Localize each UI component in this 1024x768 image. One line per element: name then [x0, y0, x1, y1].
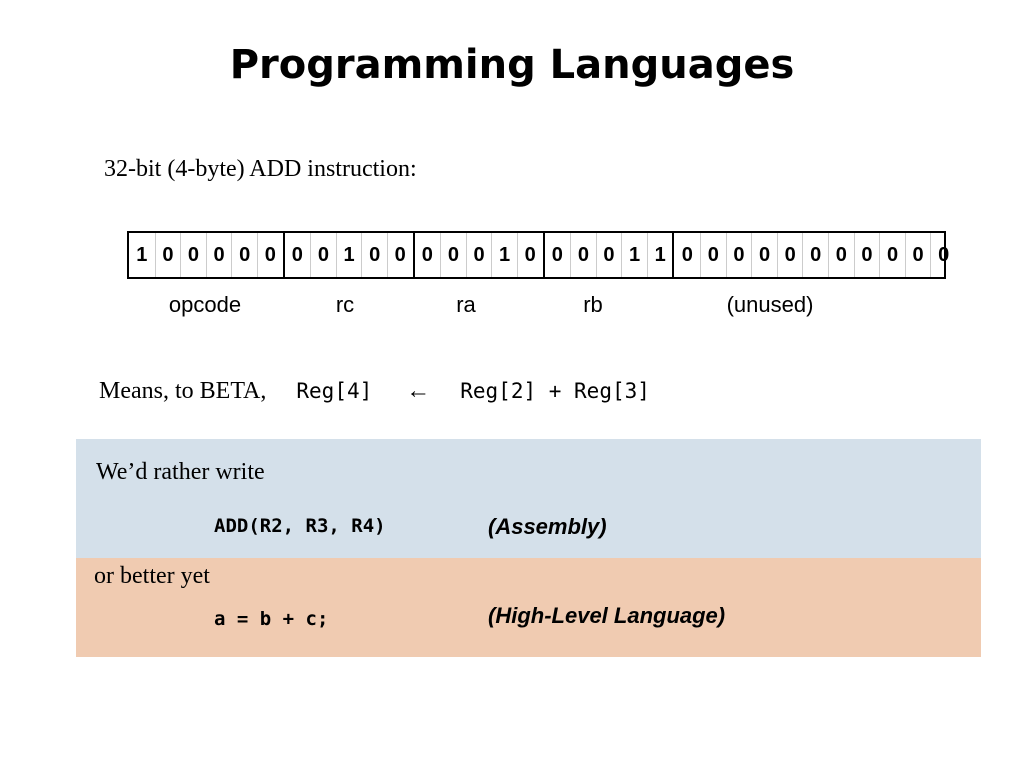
bit: 0	[930, 233, 956, 277]
bit: 0	[310, 233, 336, 277]
bit: 0	[853, 233, 880, 277]
field-label-rc: rc	[335, 292, 355, 317]
bit: 0	[180, 233, 206, 277]
meaning-expr: Reg[2] + Reg[3]	[460, 379, 650, 403]
high-level-intro: or better yet	[94, 563, 210, 589]
bit: 1	[621, 233, 647, 277]
bit: 0	[725, 233, 752, 277]
bit: 0	[570, 233, 596, 277]
bit: 1	[491, 233, 517, 277]
meaning-dest: Reg[4]	[296, 379, 373, 403]
instruction-caption: 32-bit (4-byte) ADD instruction:	[104, 156, 417, 182]
bit: 0	[465, 233, 492, 277]
bit: 0	[440, 233, 466, 277]
bit: 1	[335, 233, 362, 277]
bit: 1	[646, 233, 673, 277]
field-label-opcode: opcode	[168, 292, 242, 317]
bit: 0	[681, 244, 693, 266]
high-level-code: a = b + c;	[214, 608, 329, 630]
meaning-prefix: Means, to BETA,	[99, 378, 267, 404]
bit: 0	[154, 233, 181, 277]
field-label-rb: rb	[583, 292, 603, 317]
bit: 0	[904, 233, 931, 277]
high-level-panel: or better yet a = b + c; (High-Level Lan…	[76, 558, 981, 657]
bit: 0	[879, 233, 905, 277]
bit: 0	[751, 233, 777, 277]
bit: 0	[205, 233, 232, 277]
bit: 0	[776, 233, 803, 277]
assembly-code: ADD(R2, R3, R4)	[214, 515, 386, 537]
bit: 0	[256, 233, 283, 277]
bit: 0	[828, 233, 854, 277]
bit: 0	[802, 233, 828, 277]
bit: 0	[595, 233, 622, 277]
bit: 0	[231, 233, 257, 277]
field-label-ra: ra	[456, 292, 476, 317]
bit: 0	[361, 233, 387, 277]
meaning-line: Means, to BETA, Reg[4] ← Reg[2] + Reg[3]	[99, 378, 650, 405]
bit: 0	[291, 244, 303, 266]
assembly-panel: We’d rather write ADD(R2, R3, R4) (Assem…	[76, 439, 981, 558]
slide-title: Programming Languages	[229, 42, 795, 88]
high-level-label: (High-Level Language)	[488, 603, 726, 628]
bit: 0	[421, 244, 433, 266]
bit: 0	[551, 244, 563, 266]
bit: 1	[136, 244, 148, 266]
bit: 0	[386, 233, 413, 277]
bit: 0	[516, 233, 543, 277]
assembly-label: (Assembly)	[488, 514, 607, 539]
field-label-unused: (unused)	[726, 292, 814, 317]
assembly-intro: We’d rather write	[96, 459, 265, 485]
bit: 0	[700, 233, 726, 277]
left-arrow-icon: ←	[406, 378, 431, 404]
